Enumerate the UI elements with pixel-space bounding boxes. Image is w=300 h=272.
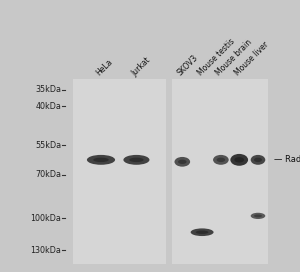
Ellipse shape (254, 215, 262, 217)
Ellipse shape (196, 230, 208, 234)
Ellipse shape (87, 155, 115, 165)
Ellipse shape (93, 157, 109, 162)
Bar (172, 79, 268, 264)
Bar (73, 264, 166, 268)
Ellipse shape (230, 154, 248, 166)
Ellipse shape (123, 155, 149, 165)
Ellipse shape (251, 155, 265, 165)
Ellipse shape (129, 157, 144, 162)
Text: Jurkat: Jurkat (130, 55, 152, 78)
Ellipse shape (190, 228, 214, 236)
Text: 35kDa: 35kDa (35, 85, 62, 94)
Ellipse shape (213, 155, 229, 165)
Text: 130kDa: 130kDa (31, 246, 62, 255)
Text: Mouse testis: Mouse testis (196, 37, 236, 78)
Ellipse shape (217, 157, 225, 162)
Text: 55kDa: 55kDa (35, 141, 62, 150)
Ellipse shape (178, 160, 187, 164)
Text: Mouse liver: Mouse liver (233, 40, 270, 78)
Text: — Rad23B: — Rad23B (274, 155, 300, 164)
Text: 100kDa: 100kDa (31, 214, 62, 223)
Text: 70kDa: 70kDa (35, 170, 62, 179)
Bar (172, 264, 268, 268)
Ellipse shape (254, 157, 262, 162)
Text: SKOV3: SKOV3 (176, 53, 200, 78)
Text: Mouse brain: Mouse brain (214, 38, 254, 78)
Ellipse shape (251, 213, 265, 219)
Bar (73, 79, 166, 264)
Text: HeLa: HeLa (94, 57, 115, 78)
Text: 40kDa: 40kDa (36, 102, 61, 111)
Ellipse shape (234, 157, 244, 162)
Ellipse shape (175, 157, 190, 167)
